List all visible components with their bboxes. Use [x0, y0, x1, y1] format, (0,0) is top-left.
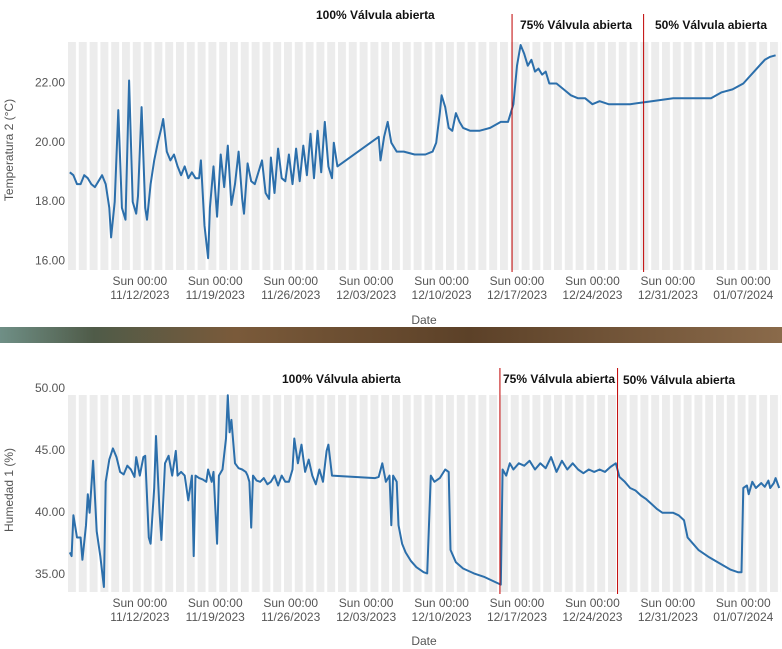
x-axis-title: Date [411, 634, 437, 648]
day-bands [68, 42, 781, 270]
day-bands [68, 395, 781, 592]
annotation: 50% Válvula abierta [655, 18, 767, 32]
y-tick-label: 35.00 [35, 567, 65, 581]
y-tick-label: 22.00 [35, 76, 65, 90]
x-tick-label: Sun 00:00 11/12/2023 [110, 274, 170, 302]
x-tick-label: Sun 00:00 11/12/2023 [110, 596, 170, 624]
x-tick-label: Sun 00:00 12/03/2023 [336, 596, 397, 624]
data-line [68, 394, 781, 588]
x-tick-label: Sun 00:00 01/07/2024 [713, 596, 774, 624]
y-tick-label: 50.00 [35, 381, 65, 395]
annotation: 75% Válvula abierta [503, 372, 615, 386]
x-tick-label: Sun 00:00 12/24/2023 [562, 596, 623, 624]
annotation: 75% Válvula abierta [520, 18, 632, 32]
y-axis-title: Temperatura 2 (°C) [2, 99, 16, 201]
annotation: 100% Válvula abierta [282, 372, 401, 386]
x-tick-label: Sun 00:00 11/26/2023 [261, 596, 321, 624]
x-tick-label: Sun 00:00 12/03/2023 [336, 274, 397, 302]
y-tick-label: 20.00 [35, 135, 65, 149]
y-axis-title: Humedad 1 (%) [2, 448, 16, 532]
y-tick-label: 45.00 [35, 443, 65, 457]
photo-strip [0, 327, 782, 343]
x-tick-label: Sun 00:00 12/10/2023 [411, 274, 472, 302]
x-tick-label: Sun 00:00 12/31/2023 [637, 596, 698, 624]
x-tick-label: Sun 00:00 11/19/2023 [185, 274, 245, 302]
y-tick-label: 18.00 [35, 194, 65, 208]
x-tick-label: Sun 00:00 12/24/2023 [562, 274, 623, 302]
x-tick-label: Sun 00:00 12/10/2023 [411, 596, 472, 624]
annotation: 50% Válvula abierta [623, 373, 735, 387]
x-tick-label: Sun 00:00 12/17/2023 [486, 596, 548, 624]
x-tick-label: Sun 00:00 01/07/2024 [713, 274, 774, 302]
x-tick-label: Sun 00:00 12/17/2023 [486, 274, 548, 302]
x-tick-label: Sun 00:00 11/19/2023 [185, 596, 245, 624]
x-tick-label: Sun 00:00 12/31/2023 [637, 274, 698, 302]
data-line [69, 44, 776, 260]
x-axis-title: Date [411, 313, 437, 327]
annotation: 100% Válvula abierta [316, 8, 435, 22]
x-tick-label: Sun 00:00 11/26/2023 [261, 274, 321, 302]
y-tick-label: 16.00 [35, 253, 65, 267]
y-tick-label: 40.00 [35, 505, 65, 519]
